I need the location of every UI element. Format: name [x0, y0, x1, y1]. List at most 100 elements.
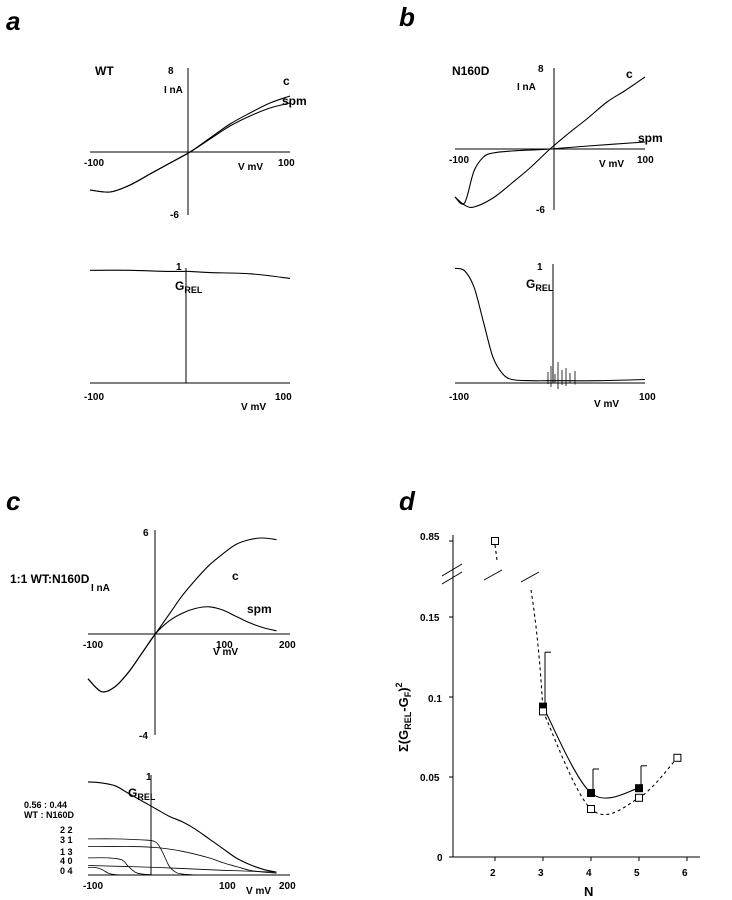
panel-c-iv-xtick-left: -100	[83, 640, 103, 651]
panel-b-iv-series-label-c: c	[626, 67, 633, 81]
panel-a-iv-xtick-right: 100	[278, 158, 295, 169]
panel-letter-c: c	[6, 486, 21, 516]
panel-a-label: WT	[95, 64, 114, 78]
panel-c-g-label-3-1: 3 1	[60, 835, 73, 845]
panel-c-iv-xtick-right: 200	[279, 640, 296, 651]
panel-a-g-xtick-right: 100	[275, 392, 292, 403]
panel-d-ylabel: Σ(GREL-GF)2	[394, 682, 413, 752]
panel-a-g-plot: 1 GREL -100 100 V mV	[84, 262, 292, 413]
panel-c-iv-ylabel: I nA	[91, 583, 110, 594]
panel-d-point-open	[587, 805, 595, 813]
panel-c-g-component-4-0	[87, 865, 277, 873]
panel-b-g-plot: 1 GREL -100 100 V mV	[449, 262, 656, 410]
panel-c-g-label-1-3: 1 3	[60, 847, 73, 857]
panel-a-iv-xlabel: V mV	[238, 162, 263, 173]
panel-b-iv-trace-c	[454, 76, 646, 208]
panel-d-point-open	[491, 537, 499, 545]
panel-c-iv-xlabel: V mV	[213, 647, 238, 658]
panel-letter-b: b	[399, 2, 415, 32]
panel-a-iv-series-label-c: c	[283, 74, 290, 88]
panel-a-iv-trace-spm	[89, 102, 291, 193]
panel-c-iv-xtick-mid: 100	[216, 640, 233, 651]
panel-c-label: 1:1 WT:N160D	[10, 572, 90, 586]
panel-c-g-ratio-names: WT : N160D	[24, 810, 75, 820]
panel-c-g-label-4-0: 4 0	[60, 856, 73, 866]
panel-a-iv-ytick-top: 8	[168, 66, 174, 77]
panel-a-g-trace	[89, 269, 291, 279]
panel-c-g-plot: 1 GREL -100 100 200 V mV 0.56 : 0.44 WT …	[24, 772, 296, 897]
panel-b-iv-trace-spm	[454, 141, 646, 205]
panel-c-g-trace-data	[87, 781, 277, 873]
panel-d-dashed-segment	[530, 589, 544, 712]
panel-b-g-ytick: 1	[537, 262, 543, 273]
panel-c-g-xtick-mid: 100	[219, 881, 236, 892]
panel-b-g-ylabel: GREL	[526, 277, 554, 293]
panel-d-xtick-5: 5	[634, 868, 640, 879]
panel-d-ytick-01: 0.1	[428, 694, 442, 705]
panel-b-label: N160D	[452, 64, 490, 78]
panel-d-xtick-6: 6	[682, 868, 688, 879]
panel-b-iv-xtick-right: 100	[637, 155, 654, 166]
panel-c-iv-ytick-top: 6	[143, 528, 149, 539]
panel-c-g-ytick: 1	[146, 772, 152, 783]
panel-d-trace-break-1	[483, 569, 503, 581]
panel-c-g-label-2-2: 2 2	[60, 825, 73, 835]
panel-c-iv-series-label-c: c	[232, 569, 239, 583]
panel-c-g-xtick-right: 200	[279, 881, 296, 892]
panel-d-ytick-015: 0.15	[420, 613, 440, 624]
panel-b-g-xlabel: V mV	[594, 399, 619, 410]
panel-d-xlabel: N	[584, 884, 593, 899]
panel-d-axis-break-2	[441, 571, 463, 585]
panel-letter-d: d	[399, 486, 416, 516]
panel-b-iv-xtick-left: -100	[449, 155, 469, 166]
panel-b-g-noise	[547, 362, 576, 389]
panel-a-iv-xtick-left: -100	[84, 158, 104, 169]
panel-b-iv-ytick-bottom: -6	[536, 205, 545, 216]
panel-d-point-filled	[635, 784, 643, 793]
panel-letter-a: a	[6, 6, 20, 36]
panel-d-solid-line	[542, 706, 640, 799]
panel-a-iv-ytick-bottom: -6	[170, 210, 179, 221]
panel-c-g-component-3-1	[87, 846, 277, 874]
panel-d-dashed-segment	[494, 544, 498, 561]
panel-c-g-xlabel: V mV	[246, 886, 271, 897]
panel-b-iv-xlabel: V mV	[599, 159, 624, 170]
panel-c-iv-plot: 1:1 WT:N160D 6 I nA -4 -100 100 200 V mV…	[10, 528, 296, 742]
panel-c-g-ratio: 0.56 : 0.44	[24, 800, 67, 810]
panel-b-iv-series-label-spm: spm	[638, 131, 663, 145]
panel-b-g-xtick-left: -100	[449, 392, 469, 403]
panel-a-g-xtick-left: -100	[84, 392, 104, 403]
panel-d-point-open	[539, 707, 547, 716]
panel-b-iv-ylabel: I nA	[517, 82, 536, 93]
panel-b-g-xtick-right: 100	[639, 392, 656, 403]
panel-a-g-ytick: 1	[176, 262, 182, 273]
panel-c-g-xtick-left: -100	[83, 881, 103, 892]
panel-a-iv-trace-c	[89, 95, 291, 193]
panel-a-g-xlabel: V mV	[241, 402, 266, 413]
panel-d-dashed-line	[542, 711, 678, 816]
panel-c-g-component-0-4	[87, 866, 122, 876]
panel-d-point-open	[673, 753, 682, 762]
panel-d-trace-break-2	[520, 571, 540, 583]
panel-c-g-label-0-4: 0 4	[60, 866, 73, 876]
panel-d-ticks	[449, 540, 688, 861]
panel-d-plot: 0.85 0.15 0.1 0.05 0 2 3 4 5 6 N Σ(GREL-…	[394, 532, 700, 899]
panel-c-iv-series-label-spm: spm	[247, 602, 272, 616]
panel-d-point-filled	[587, 789, 595, 797]
panel-c-g-ylabel: GREL	[128, 786, 156, 802]
panel-c-iv-ytick-bottom: -4	[139, 731, 148, 742]
panel-d-series	[491, 537, 682, 816]
panel-a-iv-ylabel: I nA	[164, 85, 183, 96]
panel-d-axis-break-1	[441, 563, 463, 577]
panel-d-xtick-2: 2	[490, 868, 496, 879]
panel-a-iv-plot: WT 8 I nA -6 -100 100 V mV c spm	[84, 64, 307, 221]
panel-d-xtick-4: 4	[586, 868, 592, 879]
panel-d-ytick-0: 0	[437, 853, 443, 864]
panel-d-xtick-3: 3	[538, 868, 544, 879]
panel-d-ytick-085: 0.85	[420, 532, 440, 543]
panel-b-iv-plot: N160D 8 I nA -6 -100 100 V mV c spm	[449, 64, 663, 216]
panel-c-g-component-2-2	[87, 838, 196, 876]
panel-d-ytick-005: 0.05	[420, 773, 440, 784]
panel-a-g-ylabel: GREL	[175, 279, 203, 295]
panel-b-iv-ytick-top: 8	[538, 64, 544, 75]
